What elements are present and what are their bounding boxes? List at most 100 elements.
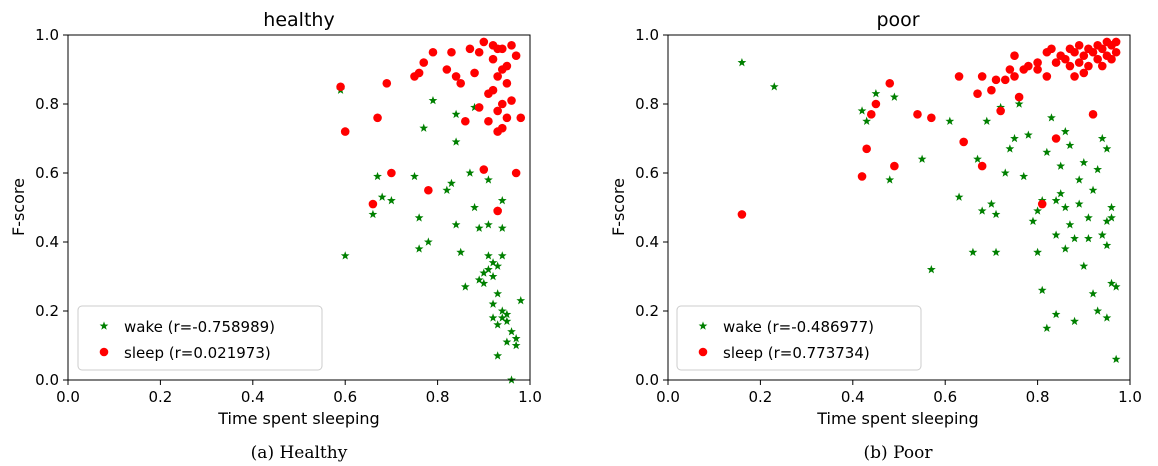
x-tick-label: 0.8 — [1026, 388, 1050, 406]
x-axis-label: Time spent sleeping — [217, 409, 379, 428]
data-point-circle — [1037, 199, 1047, 209]
data-point-circle — [511, 51, 521, 60]
legend-marker-sleep — [99, 347, 109, 357]
legend-box — [77, 305, 323, 371]
data-point-circle — [1061, 54, 1070, 64]
data-point-star — [968, 247, 978, 257]
data-point-star — [497, 223, 507, 232]
data-point-star — [1033, 247, 1042, 257]
data-point-circle — [507, 41, 516, 50]
data-point-circle — [474, 103, 484, 112]
data-point-star — [507, 327, 516, 336]
y-tick-label: 1.0 — [635, 26, 659, 44]
data-point-star — [484, 220, 493, 229]
data-point-star — [497, 306, 507, 315]
y-tick-label: 0.0 — [35, 371, 59, 389]
data-point-circle — [470, 68, 479, 78]
data-point-star — [1107, 213, 1116, 222]
legend-marker-wake — [698, 321, 708, 330]
legend: wake (r=-0.758989) sleep (r=0.021973) — [77, 305, 323, 371]
scatter-panel-poor: poor 0.0 0.2 0.4 0.6 0.8 1.0 0.0 0.2 0.4 0.6 0.8 1.… — [609, 9, 1142, 463]
data-point-circle — [493, 72, 502, 81]
data-point-star — [926, 265, 936, 274]
data-point-circle — [414, 68, 424, 78]
data-point-circle — [1051, 134, 1061, 143]
data-point-star — [871, 89, 881, 98]
data-point-star — [493, 289, 503, 298]
data-point-circle — [1042, 72, 1052, 81]
data-point-star — [1097, 230, 1107, 239]
data-point-circle — [484, 116, 493, 126]
data-point-star — [1028, 216, 1038, 226]
data-point-circle — [516, 113, 526, 123]
data-point-star — [470, 202, 479, 212]
data-point-circle — [493, 206, 502, 216]
legend-label-sleep: sleep (r=0.021973) — [124, 344, 271, 362]
x-tick-label: 0.6 — [933, 388, 957, 406]
data-point-star — [1079, 158, 1089, 167]
data-point-circle — [382, 79, 392, 88]
data-point-circle — [1097, 61, 1107, 71]
data-point-star — [885, 175, 895, 184]
data-point-star — [377, 192, 387, 201]
data-point-star — [488, 313, 498, 322]
data-point-star — [1051, 309, 1061, 319]
data-point-circle — [959, 137, 968, 147]
series-wake — [336, 85, 526, 384]
data-point-circle — [1000, 75, 1010, 85]
data-point-star — [1014, 99, 1024, 108]
data-point-circle — [862, 144, 871, 154]
data-point-circle — [451, 72, 461, 81]
data-point-star — [484, 251, 493, 260]
data-point-star — [493, 320, 503, 329]
data-point-circle — [1088, 47, 1098, 57]
data-point-star — [890, 92, 899, 101]
x-tick-label: 0.6 — [333, 388, 357, 406]
data-point-star — [1070, 233, 1079, 243]
data-point-circle — [1047, 44, 1056, 54]
data-point-star — [977, 206, 987, 215]
data-point-star — [1010, 133, 1019, 143]
data-point-star — [1000, 168, 1010, 177]
data-point-circle — [890, 161, 899, 171]
data-point-star — [1060, 127, 1070, 136]
data-point-star — [1097, 133, 1107, 143]
data-point-star — [488, 271, 498, 281]
data-point-star — [945, 116, 955, 125]
data-point-star — [1107, 202, 1116, 212]
data-point-circle — [387, 168, 396, 178]
data-point-star — [460, 282, 470, 291]
data-point-circle — [479, 37, 489, 47]
data-point-circle — [1088, 110, 1098, 119]
data-point-star — [862, 116, 872, 125]
y-tick-label: 0.8 — [635, 95, 659, 113]
legend-box — [676, 305, 922, 371]
data-point-star — [1102, 144, 1112, 153]
data-point-star — [1093, 164, 1103, 174]
data-point-circle — [977, 72, 987, 81]
data-point-star — [497, 196, 507, 205]
data-point-star — [1023, 130, 1033, 139]
data-point-star — [1111, 354, 1121, 364]
data-point-star — [917, 154, 927, 163]
data-point-circle — [927, 113, 936, 123]
y-tick-label: 0.4 — [35, 233, 59, 251]
x-tick-label: 0.0 — [56, 388, 80, 406]
y-tick-label: 0.2 — [35, 302, 59, 320]
data-point-circle — [1070, 47, 1079, 57]
legend-label-sleep: sleep (r=0.773734) — [723, 344, 870, 362]
data-point-star — [737, 58, 747, 67]
data-point-circle — [1111, 37, 1121, 47]
data-point-star — [484, 175, 493, 184]
x-tick-label: 0.2 — [748, 388, 772, 406]
data-point-star — [488, 258, 498, 267]
data-point-star — [1033, 206, 1042, 215]
data-point-star — [493, 351, 503, 360]
data-point-circle — [474, 47, 484, 57]
series-sleep — [737, 37, 1121, 219]
data-point-star — [387, 196, 396, 205]
data-point-circle — [1010, 51, 1019, 60]
data-point-circle — [973, 89, 982, 98]
data-point-circle — [340, 127, 350, 136]
